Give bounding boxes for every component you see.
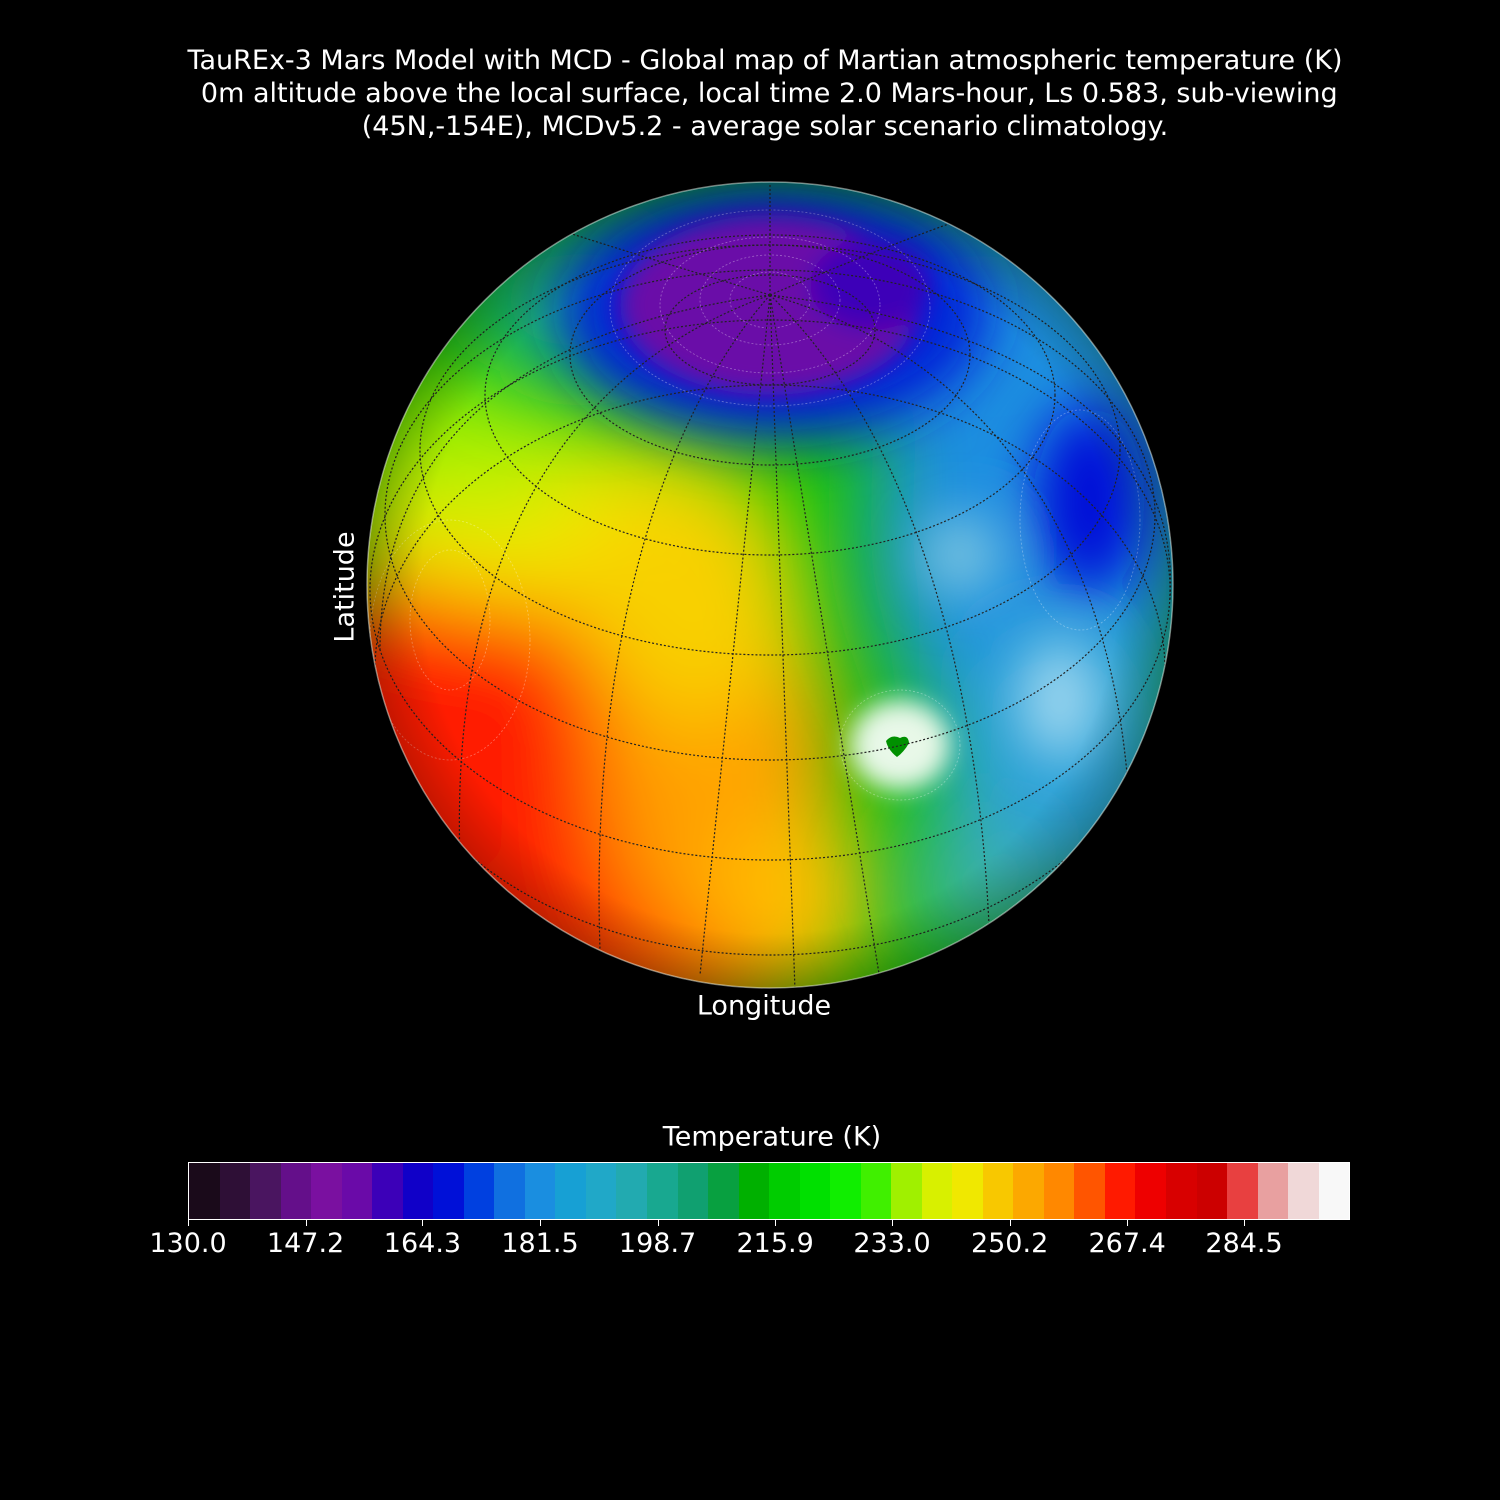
colorbar-segment [616, 1163, 647, 1219]
colorbar-segment [738, 1163, 770, 1219]
colorbar-segment [1318, 1163, 1350, 1219]
colorbar-segment [952, 1163, 983, 1219]
colorbar-segment [341, 1163, 373, 1219]
colorbar-segment [372, 1163, 403, 1219]
colorbar-tick [1244, 1220, 1246, 1226]
colorbar-segment [402, 1163, 434, 1219]
temperature-field [367, 182, 1173, 988]
colorbar-tick-label: 198.7 [618, 1228, 697, 1259]
colorbar-segment [1135, 1163, 1166, 1219]
colorbar-segment [830, 1163, 861, 1219]
colorbar-segment [494, 1163, 525, 1219]
colorbar-ticks: 130.0 147.2 164.3 181.5 198.7 215.9 233.0 250.2… [0, 1220, 1500, 1280]
colorbar-segment [982, 1163, 1014, 1219]
colorbar-segment [524, 1163, 556, 1219]
title-line-2: 0m altitude above the local surface, loc… [192, 78, 1338, 109]
colorbar-tick-label: 233.0 [853, 1228, 931, 1259]
colorbar-segment [555, 1163, 586, 1219]
colorbar-tick-label: 181.5 [501, 1228, 579, 1259]
colorbar-segment [769, 1163, 800, 1219]
colorbar-segment [1288, 1163, 1319, 1219]
colorbar-tick-label: 130.0 [149, 1228, 227, 1259]
colorbar-segment [1257, 1163, 1289, 1219]
colorbar-tick [188, 1220, 189, 1226]
colorbar-tick-label: 250.2 [970, 1228, 1049, 1259]
title-line-1: TauREx-3 Mars Model with MCD - Global ma… [187, 45, 1343, 76]
colorbar-segment [891, 1163, 922, 1219]
colorbar-segment [311, 1163, 342, 1219]
colorbar-tick [657, 1220, 659, 1226]
x-axis-label: Longitude [696, 990, 832, 1022]
colorbar-segment [433, 1163, 464, 1219]
colorbar [188, 1162, 1350, 1220]
colorbar-tick [422, 1220, 424, 1226]
colorbar-tick [892, 1220, 894, 1226]
colorbar-segment [463, 1163, 495, 1219]
y-axis-label: Latitude [329, 531, 361, 643]
colorbar-segment [677, 1163, 709, 1219]
colorbar-tick [775, 1220, 777, 1226]
colorbar-tick-label: 215.9 [736, 1228, 814, 1259]
colorbar-label: Temperature (K) [662, 1121, 882, 1153]
colorbar-segment [1166, 1163, 1197, 1219]
colorbar-segment [646, 1163, 678, 1219]
colorbar-segment [189, 1163, 220, 1219]
colorbar-segment [1196, 1163, 1228, 1219]
colorbar-segment [280, 1163, 312, 1219]
colorbar-segment [860, 1163, 892, 1219]
colorbar-segment [1013, 1163, 1044, 1219]
colorbar-segment [1074, 1163, 1105, 1219]
colorbar-segment [585, 1163, 617, 1219]
map-title: TauREx-3 Mars Model with MCD - Global ma… [0, 44, 1500, 143]
colorbar-segment [1227, 1163, 1258, 1219]
colorbar-segment [1104, 1163, 1136, 1219]
colorbar-segment [1043, 1163, 1075, 1219]
colorbar-segment [921, 1163, 953, 1219]
colorbar-tick [540, 1220, 542, 1226]
colorbar-segment [219, 1163, 251, 1219]
title-line-3: (45N,-154E), MCDv5.2 - average solar sce… [361, 111, 1169, 142]
colorbar-tick [1127, 1220, 1129, 1226]
colorbar-tick-label: 267.4 [1088, 1228, 1166, 1259]
colorbar-tick-label: 164.3 [383, 1228, 462, 1259]
colorbar-tick-label: 284.5 [1205, 1228, 1283, 1259]
colorbar-tick-label: 147.2 [266, 1228, 345, 1259]
colorbar-segment [708, 1163, 739, 1219]
colorbar-tick [1009, 1220, 1011, 1226]
colorbar-segment [799, 1163, 831, 1219]
globe-outline [366, 181, 1174, 989]
colorbar-tick [305, 1220, 307, 1226]
colorbar-segment [250, 1163, 281, 1219]
